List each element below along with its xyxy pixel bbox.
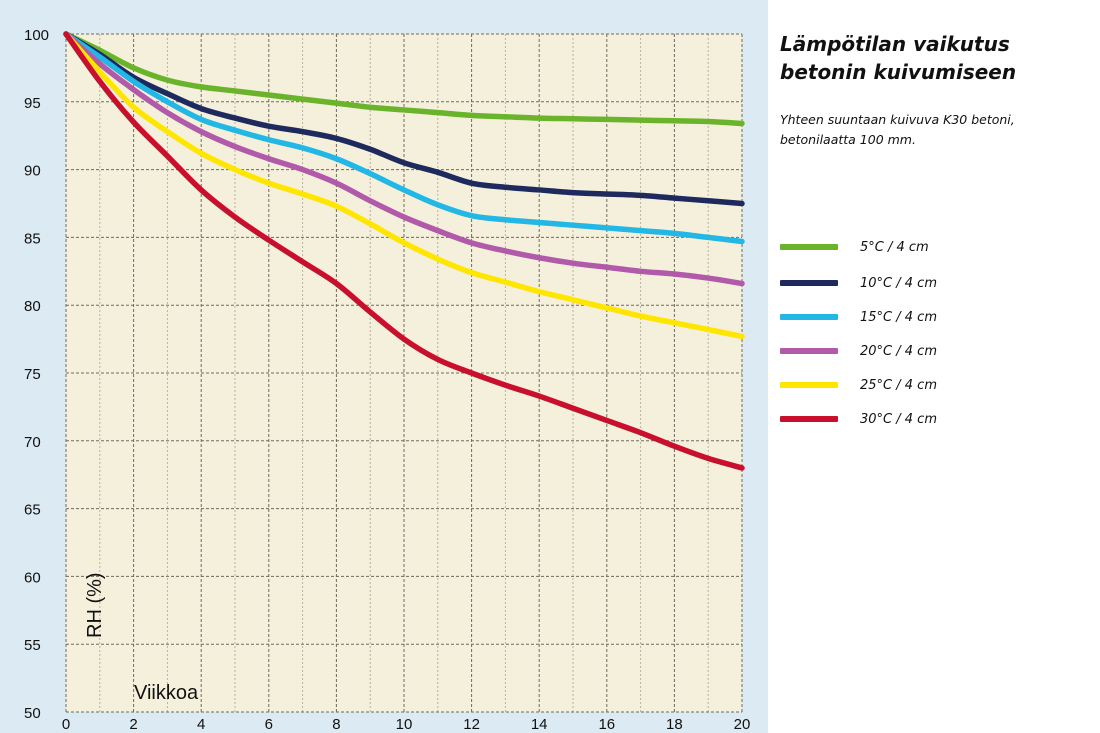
chart-title: Lämpötilan vaikutus betonin kuivumiseen <box>780 30 1040 86</box>
y-tick-label: 55 <box>24 637 41 654</box>
x-tick-label: 10 <box>396 716 413 733</box>
y-tick-label: 65 <box>24 502 41 519</box>
y-axis-label: RH (%) <box>84 572 106 638</box>
x-tick-label: 2 <box>129 716 137 733</box>
legend-swatch-5c <box>780 244 838 250</box>
y-tick-label: 100 <box>24 27 49 44</box>
y-tick-label: 70 <box>24 434 41 451</box>
y-tick-label: 85 <box>24 230 41 247</box>
legend-label-30c: 30°C / 4 cm <box>860 412 937 427</box>
legend-swatch-30c <box>780 416 838 422</box>
legend-item-30c: 30°C / 4 cm <box>780 402 937 436</box>
x-tick-label: 14 <box>531 716 548 733</box>
y-tick-label: 50 <box>24 705 41 722</box>
y-tick-label: 90 <box>24 163 41 180</box>
x-tick-label: 4 <box>197 716 205 733</box>
legend-label-10c: 10°C / 4 cm <box>860 276 937 291</box>
legend-item-15c: 15°C / 4 cm <box>780 300 937 334</box>
x-tick-label: 20 <box>734 716 751 733</box>
x-tick-label: 0 <box>62 716 70 733</box>
legend-item-10c: 10°C / 4 cm <box>780 266 937 300</box>
legend-item-5c: 5°C / 4 cm <box>780 228 937 266</box>
legend-label-25c: 25°C / 4 cm <box>860 378 937 393</box>
legend-label-5c: 5°C / 4 cm <box>860 240 929 255</box>
legend-swatch-20c <box>780 348 838 354</box>
x-tick-label: 16 <box>598 716 615 733</box>
y-tick-label: 95 <box>24 95 41 112</box>
y-tick-label: 75 <box>24 366 41 383</box>
legend-swatch-15c <box>780 314 838 320</box>
x-tick-label: 18 <box>666 716 683 733</box>
y-tick-label: 60 <box>24 569 41 586</box>
chart-subtitle: Yhteen suuntaan kuivuva K30 betoni, beto… <box>780 110 1090 150</box>
x-tick-label: 6 <box>265 716 273 733</box>
x-tick-label: 8 <box>332 716 340 733</box>
y-tick-label: 80 <box>24 298 41 315</box>
legend-item-25c: 25°C / 4 cm <box>780 368 937 402</box>
x-axis-label: Viikkoa <box>134 682 199 704</box>
legend-label-15c: 15°C / 4 cm <box>860 310 937 325</box>
legend-item-20c: 20°C / 4 cm <box>780 334 937 368</box>
chart-header: Lämpötilan vaikutus betonin kuivumiseen … <box>780 30 1090 150</box>
legend-swatch-25c <box>780 382 838 388</box>
legend-swatch-10c <box>780 280 838 286</box>
line-chart: 50 55 60 65 70 75 80 85 90 95 100 0 2 4 6 8 10 12 14 16 18 20… <box>0 0 768 733</box>
legend-label-20c: 20°C / 4 cm <box>860 344 937 359</box>
chart-legend: 5°C / 4 cm 10°C / 4 cm 15°C / 4 cm 20°C … <box>780 228 937 436</box>
x-tick-label: 12 <box>463 716 480 733</box>
